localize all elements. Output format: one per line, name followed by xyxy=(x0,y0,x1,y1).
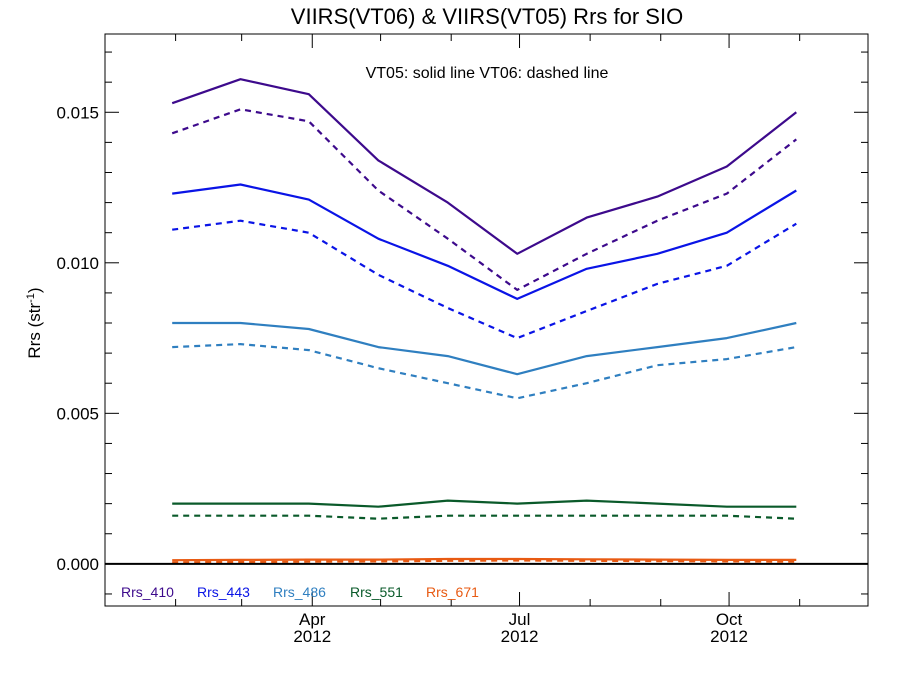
y-axis-label-close: ) xyxy=(25,287,44,293)
series-rrs-443-vt05-solid-line xyxy=(172,183,797,300)
series-rrs-486-vt05-solid-line xyxy=(172,321,797,376)
series-rrs-410-vt05-solid-line xyxy=(171,78,797,255)
legend-entry-rrs-410: Rrs_410 xyxy=(121,584,174,600)
series-rrs-671-vt06-dashed-line xyxy=(172,559,797,564)
legend: Rrs_410 Rrs_443 Rrs_486 Rrs_551 Rrs_671 xyxy=(121,584,479,600)
series-rrs-671-vt05-solid-line xyxy=(172,557,797,562)
y-tick-label: 0.000 xyxy=(56,555,99,574)
series-rrs-551-vt06-dashed-line xyxy=(172,514,797,520)
series-rrs-486-vt06-dashed-line xyxy=(172,343,797,400)
axes-layer: 0.0000.0050.0100.015Apr2012Jul2012Oct201… xyxy=(56,33,869,646)
y-axis-label: Rrs (str-1) xyxy=(25,287,44,358)
series-rrs-410-vt06-dashed-line xyxy=(171,108,797,291)
plot-frame xyxy=(104,33,869,607)
y-axis-label-main: Rrs (str xyxy=(25,303,44,359)
series-rrs-551-vt05-solid-line xyxy=(172,499,797,508)
x-tick-label-month: Jul xyxy=(509,610,531,629)
legend-entry-rrs-443: Rrs_443 xyxy=(197,584,250,600)
y-tick-label: 0.005 xyxy=(56,404,99,423)
x-tick-label-year: 2012 xyxy=(293,627,331,646)
x-tick-label-month: Oct xyxy=(716,610,743,629)
y-tick-label: 0.010 xyxy=(56,254,99,273)
y-axis-label-superscript: -1 xyxy=(25,293,37,303)
legend-entry-rrs-671: Rrs_671 xyxy=(426,584,479,600)
legend-entry-rrs-551: Rrs_551 xyxy=(350,584,403,600)
chart-title: VIIRS(VT06) & VIIRS(VT05) Rrs for SIO xyxy=(291,4,683,29)
legend-entry-rrs-486: Rrs_486 xyxy=(273,584,326,600)
x-tick-label-year: 2012 xyxy=(710,627,748,646)
line-style-annotation: VT05: solid line VT06: dashed line xyxy=(366,65,609,82)
series-layer xyxy=(171,78,797,564)
x-tick-label-month: Apr xyxy=(299,610,326,629)
series-rrs-443-vt06-dashed-line xyxy=(172,219,797,340)
y-tick-label: 0.015 xyxy=(56,103,99,122)
x-tick-label-year: 2012 xyxy=(501,627,539,646)
